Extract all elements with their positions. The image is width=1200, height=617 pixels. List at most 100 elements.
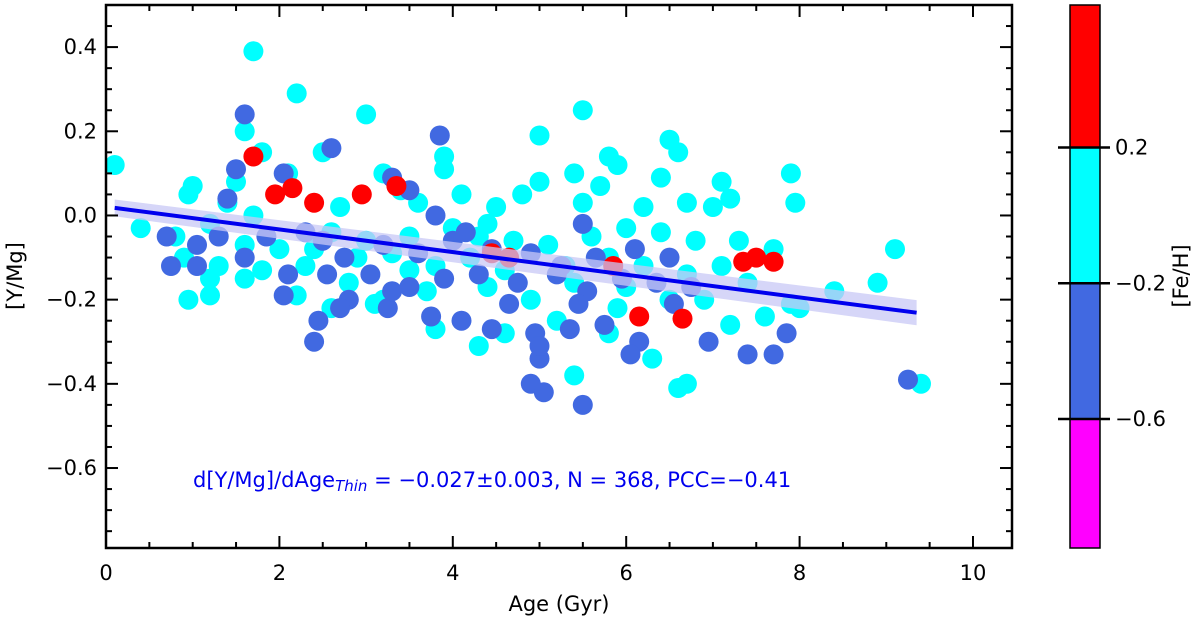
data-point [564, 163, 585, 184]
data-point [455, 222, 476, 243]
data-point [451, 184, 472, 205]
y-tick-label: −0.6 [46, 456, 97, 480]
data-point [226, 159, 246, 180]
data-point [685, 230, 706, 251]
data-point [720, 188, 741, 209]
data-point [434, 159, 455, 180]
data-point [304, 192, 325, 213]
data-point [746, 247, 767, 268]
data-point [351, 184, 372, 205]
data-point [330, 298, 351, 319]
data-point [234, 268, 255, 289]
data-point [898, 369, 918, 390]
data-point [499, 293, 520, 314]
data-point [399, 277, 420, 297]
data-point [286, 83, 307, 104]
x-tick-label: 8 [793, 561, 806, 585]
colorbar: 0.2 −0.2 −0.6 [1058, 4, 1166, 549]
data-point [377, 298, 398, 319]
colorbar-band [1070, 147, 1100, 284]
x-tick-label: 2 [273, 561, 286, 585]
data-point [659, 247, 680, 268]
fit-line [114, 205, 917, 315]
data-point [468, 336, 489, 356]
x-tick-label: 10 [960, 561, 987, 585]
data-point [338, 272, 359, 293]
colorbar-label: [Fe/H] [1169, 244, 1193, 307]
y-tick-label: 0.4 [64, 35, 97, 59]
data-point [416, 281, 437, 302]
data-point [252, 260, 273, 281]
y-tick-label: −0.2 [46, 288, 97, 312]
data-point [672, 308, 693, 329]
data-point [503, 230, 524, 251]
data-point [564, 365, 585, 386]
y-tick-label: 0.0 [64, 203, 97, 227]
data-point [308, 310, 329, 331]
annotation-prefix: d[Y/Mg]/dAge [193, 468, 335, 492]
data-point [633, 197, 654, 217]
data-point [711, 171, 732, 192]
annotation-subscript: Thin [335, 477, 367, 495]
data-point [425, 205, 446, 226]
data-point [650, 222, 671, 243]
data-point [763, 344, 784, 365]
data-point [334, 247, 355, 268]
colorbar-band [1070, 419, 1100, 548]
annotation-suffix: = −0.027±0.003, N = 368, PCC=−0.41 [367, 468, 791, 492]
data-point [885, 239, 905, 260]
data-point [607, 298, 628, 319]
x-tick-label: 4 [446, 561, 459, 585]
colorbar-frame [1069, 4, 1101, 549]
data-point [533, 382, 554, 403]
y-tick-label: 0.2 [64, 119, 97, 143]
data-point [702, 197, 723, 217]
y-tick-label: −0.4 [46, 372, 97, 396]
data-point [356, 104, 377, 125]
data-point [451, 310, 472, 331]
data-point [282, 178, 303, 199]
data-point [711, 256, 732, 276]
data-point [572, 192, 593, 213]
slope-annotation: d[Y/Mg]/dAgeThin = −0.027±0.003, N = 368… [193, 468, 791, 495]
data-point [321, 138, 342, 159]
y-axis-title: [Y/Mg] [3, 242, 27, 310]
data-point [676, 192, 697, 213]
data-point [529, 125, 550, 146]
data-point [559, 319, 580, 340]
data-point [156, 226, 177, 247]
data-point [568, 293, 589, 314]
data-point [668, 142, 689, 163]
data-point [507, 272, 528, 293]
data-point [728, 230, 749, 251]
data-point [208, 226, 229, 247]
data-point [234, 121, 255, 142]
colorbar-tick-label: 0.2 [1115, 136, 1148, 160]
data-point [663, 293, 684, 314]
data-point [304, 331, 325, 352]
data-point [676, 373, 697, 394]
data-point [477, 213, 498, 234]
data-point [698, 331, 719, 352]
fit-confidence-band [114, 199, 917, 326]
data-point [763, 251, 784, 272]
colorbar-tick-label: −0.2 [1115, 271, 1166, 295]
data-point [382, 281, 403, 302]
data-point [187, 256, 207, 276]
data-point [234, 247, 255, 268]
data-point [607, 155, 628, 175]
data-point [616, 218, 637, 239]
x-tick-label: 0 [99, 561, 112, 585]
fit-layer [114, 199, 917, 326]
y-tick-labels: 0.4 0.2 0.0 −0.2 −0.4 −0.6 [46, 35, 97, 480]
data-point [572, 213, 593, 234]
data-point [720, 314, 741, 335]
data-point [650, 167, 671, 188]
colorbar-band [1070, 283, 1100, 420]
data-point [200, 285, 220, 306]
data-point [399, 260, 420, 281]
data-point [234, 104, 255, 125]
tick-layer [105, 5, 1012, 548]
data-point [572, 100, 593, 121]
